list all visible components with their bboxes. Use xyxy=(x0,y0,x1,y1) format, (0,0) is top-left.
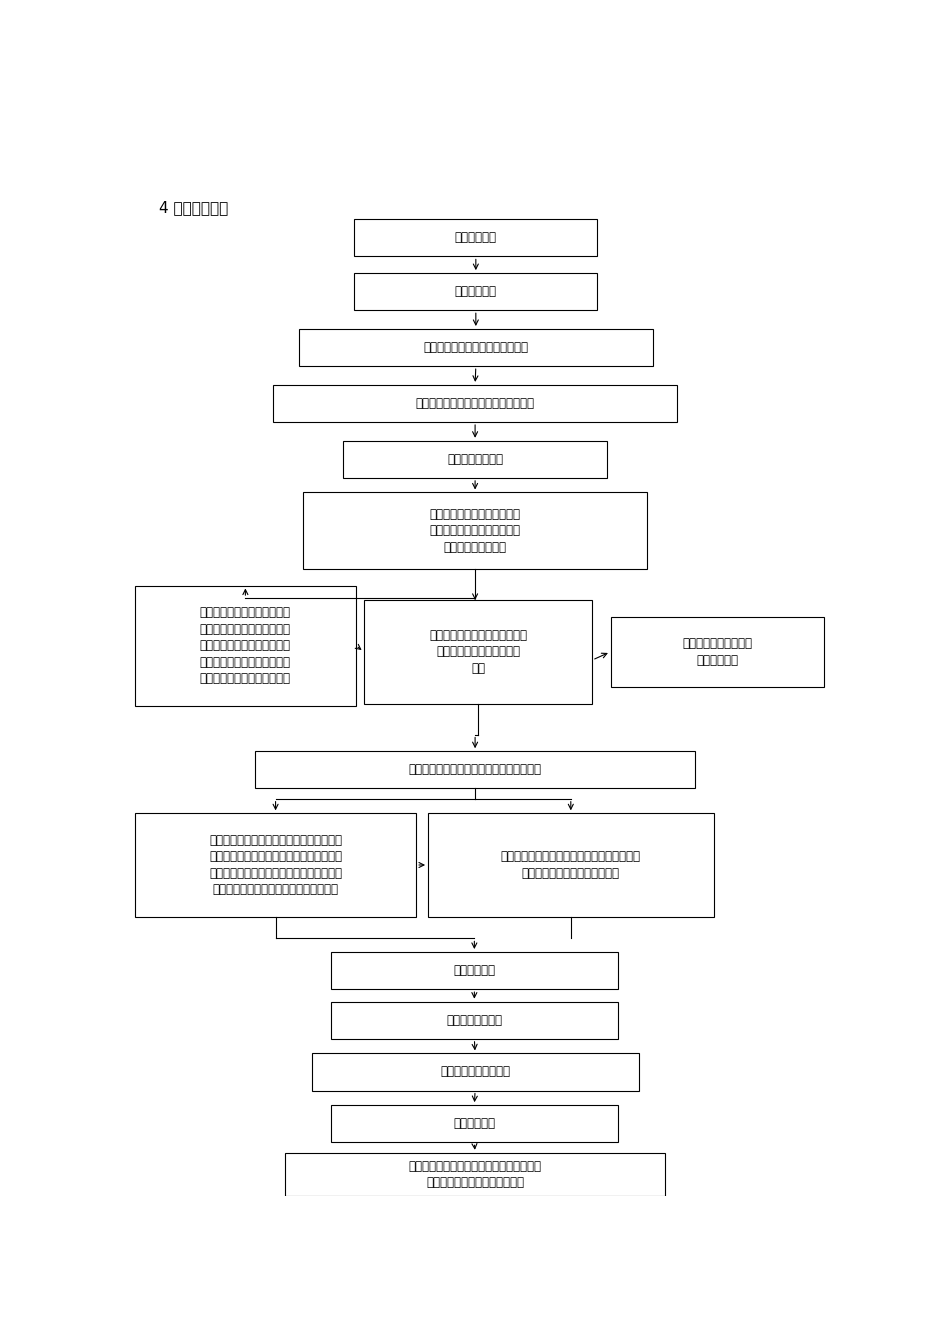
Bar xyxy=(364,599,592,703)
Text: 核查给排水工程施工条件（临
时用电及场所、预埋件、土建
结构的施工结合部）: 核查给排水工程施工条件（临 时用电及场所、预埋件、土建 结构的施工结合部） xyxy=(429,508,521,554)
Bar xyxy=(611,617,824,687)
Text: 过程监理（巡视、旁站、检查、
参加预埋管件等隐蔽工程验
收）: 过程监理（巡视、旁站、检查、 参加预埋管件等隐蔽工程验 收） xyxy=(429,629,527,675)
Text: 参加设计交底: 参加设计交底 xyxy=(455,285,497,298)
Bar xyxy=(331,1001,618,1039)
Bar xyxy=(312,1054,638,1090)
Bar xyxy=(331,1105,618,1142)
Text: 编写工程质量评估报告: 编写工程质量评估报告 xyxy=(440,1066,510,1078)
Bar xyxy=(299,329,653,366)
Bar xyxy=(255,751,695,789)
Bar xyxy=(285,1153,665,1196)
Bar xyxy=(135,813,416,917)
Text: 按检验批评定分项、子
分部工程质量: 按检验批评定分项、子 分部工程质量 xyxy=(682,637,752,667)
Bar xyxy=(354,219,598,257)
Text: 监督施工单位整改: 监督施工单位整改 xyxy=(446,1013,503,1027)
Bar xyxy=(428,813,713,917)
Text: 4 监理工作流程: 4 监理工作流程 xyxy=(160,200,229,215)
Text: 组织竣工验收: 组织竣工验收 xyxy=(453,964,495,977)
Bar xyxy=(331,952,618,989)
Text: 审核及验收金属非金属管材、
阀门、卫生器具、各类表具、
消防水泵、接合器、消火栓及
附件设备等材料设备，检查外
观质量及完整的质量保证资料: 审核及验收金属非金属管材、 阀门、卫生器具、各类表具、 消防水泵、接合器、消火栓… xyxy=(200,606,291,685)
Bar xyxy=(303,492,647,569)
Bar xyxy=(135,586,356,706)
Text: 参加竣工验收: 参加竣工验收 xyxy=(453,1117,495,1130)
Text: 依据监理合同约定的工程质量保修期监理工
作的时间、范围及内容进行工作: 依据监理合同约定的工程质量保修期监理工 作的时间、范围及内容进行工作 xyxy=(408,1160,542,1189)
Text: 参加图纸会审: 参加图纸会审 xyxy=(455,231,497,245)
Bar xyxy=(274,384,676,422)
Text: 审核施工单位给排水工程质量保证体系: 审核施工单位给排水工程质量保证体系 xyxy=(415,396,535,410)
Text: 参与室内消火栓系统测试及试射试验；室外安
全阀及报警联动系统动作测试；: 参与室内消火栓系统测试及试射试验；室外安 全阀及报警联动系统动作测试； xyxy=(501,851,641,880)
Text: 参与室内排水管道、室外给水管网、水系统
等承压管道和设备的水压试验；室外隐蔽或
埋地排水管道等非承压管道及设备的灌水试
验，卫生器具交工前的满水和通水试验。: 参与室内排水管道、室外给水管网、水系统 等承压管道和设备的水压试验；室外隐蔽或 … xyxy=(209,833,342,896)
Text: 审核给排水工程承包单位施工方案: 审核给排水工程承包单位施工方案 xyxy=(424,341,528,353)
Bar xyxy=(343,441,607,478)
Bar xyxy=(354,273,598,310)
Text: 审核各子分部、分项工程质量、实施下道工: 审核各子分部、分项工程质量、实施下道工 xyxy=(408,763,542,777)
Text: 审核分包单位资质: 审核分包单位资质 xyxy=(447,453,504,466)
